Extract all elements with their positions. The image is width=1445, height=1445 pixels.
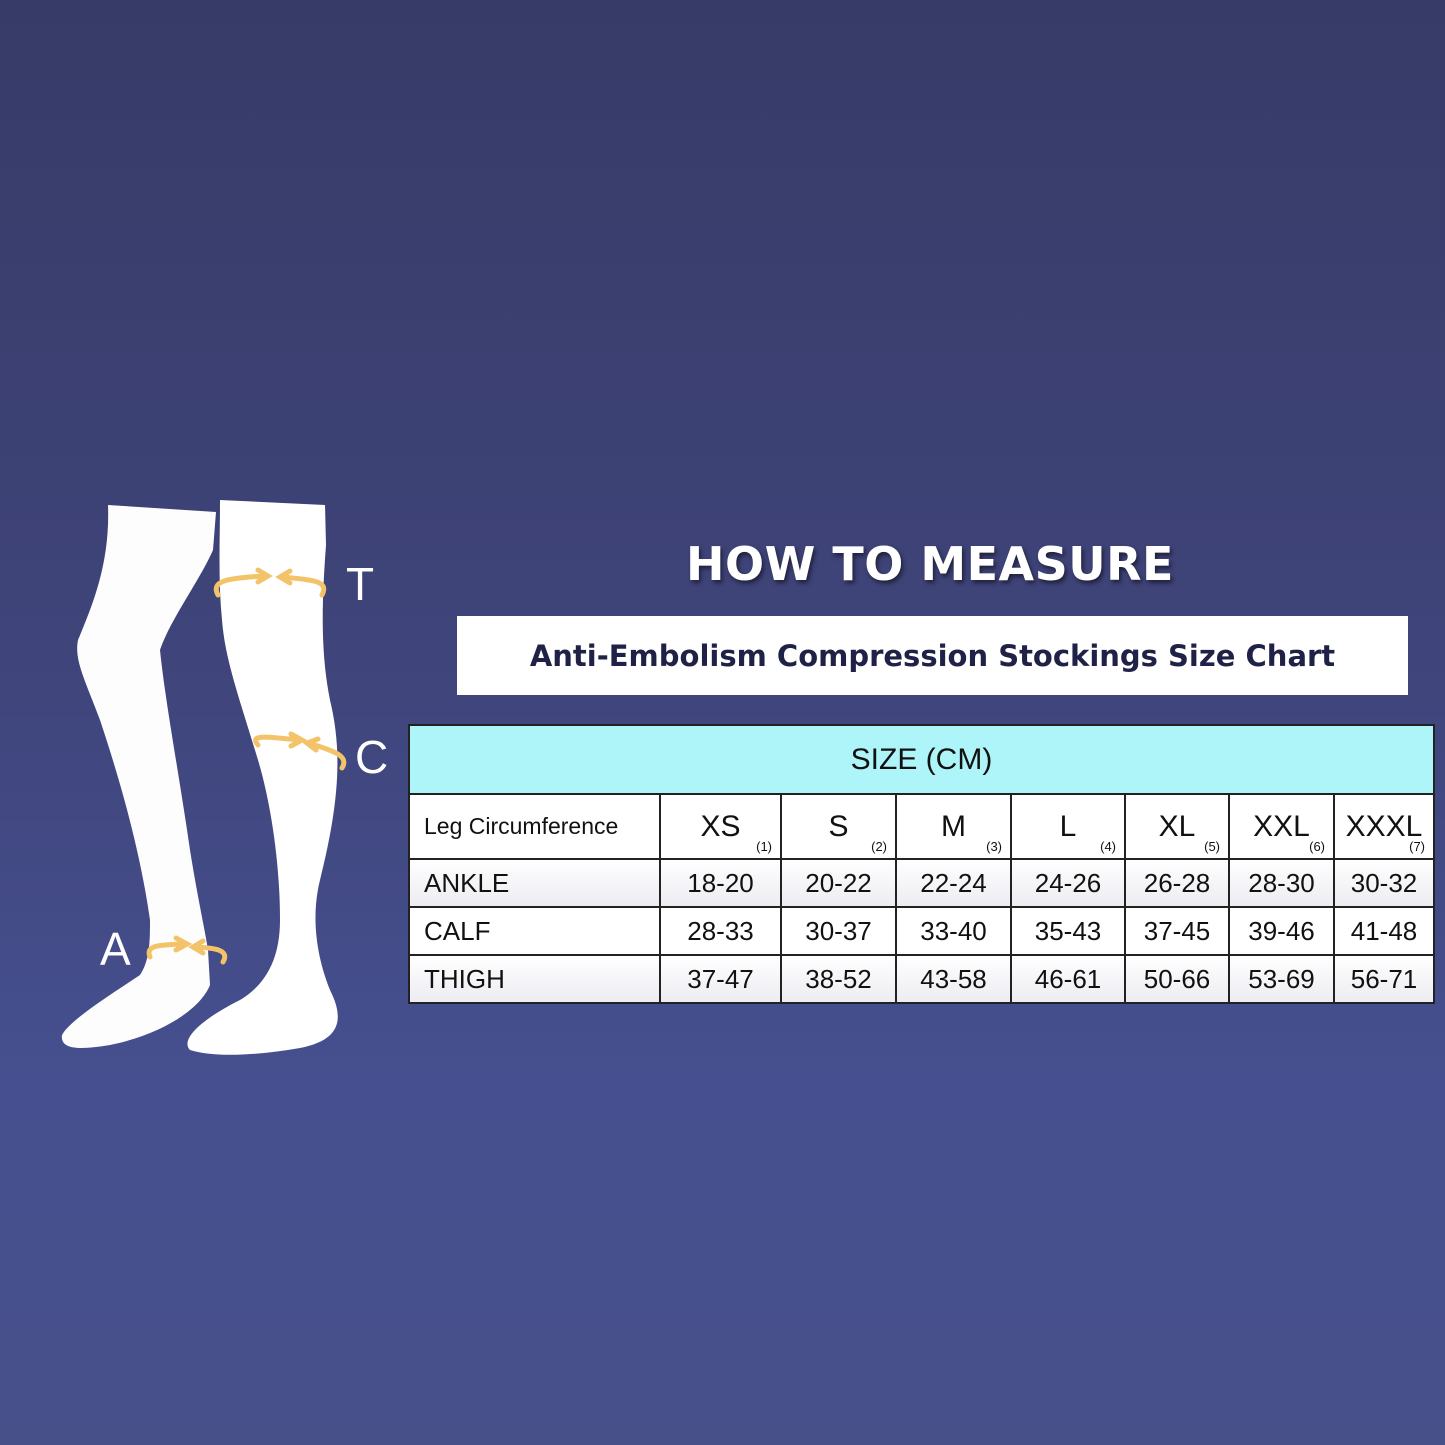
thigh-label: T bbox=[346, 558, 375, 610]
ankle-label: A bbox=[100, 923, 131, 975]
size-chart-subtitle: Anti-Embolism Compression Stockings Size… bbox=[457, 616, 1408, 695]
table-cell: 35-43 bbox=[1010, 906, 1126, 956]
size-col: XL (5) bbox=[1124, 793, 1230, 860]
table-cell: 30-37 bbox=[780, 906, 897, 956]
table-row: CALF 28-33 30-37 33-40 35-43 37-45 39-46 41-48 bbox=[408, 906, 1435, 956]
calf-label: C bbox=[355, 731, 389, 783]
table-cell: 22-24 bbox=[895, 858, 1012, 908]
size-col: XXL (6) bbox=[1228, 793, 1335, 860]
table-cell: 53-69 bbox=[1228, 954, 1335, 1004]
table-cell: 18-20 bbox=[659, 858, 782, 908]
stockings-illustration bbox=[61, 500, 347, 1055]
subtitle-text: Anti-Embolism Compression Stockings Size… bbox=[529, 638, 1336, 673]
size-col: XS (1) bbox=[659, 793, 782, 860]
size-col: XXXL (7) bbox=[1333, 793, 1435, 860]
table-row: THIGH 37-47 38-52 43-58 46-61 50-66 53-69 56-71 bbox=[408, 954, 1435, 1004]
table-cell: 28-30 bbox=[1228, 858, 1335, 908]
row-label: ANKLE bbox=[408, 858, 661, 908]
arrow-icon bbox=[146, 567, 347, 965]
size-col: S (2) bbox=[780, 793, 897, 860]
size-caption: SIZE (CM) bbox=[408, 724, 1435, 795]
table-cell: 28-33 bbox=[659, 906, 782, 956]
table-cell: 38-52 bbox=[780, 954, 897, 1004]
table-row: ANKLE 18-20 20-22 22-24 24-26 26-28 28-30 30-32 bbox=[408, 858, 1435, 908]
left-stocking bbox=[61, 505, 216, 1048]
table-cell: 37-47 bbox=[659, 954, 782, 1004]
row-label: CALF bbox=[408, 906, 661, 956]
table-cell: 24-26 bbox=[1010, 858, 1126, 908]
table-cell: 50-66 bbox=[1124, 954, 1230, 1004]
row-label: THIGH bbox=[408, 954, 661, 1004]
size-header-row: Leg Circumference XS (1) S (2) M (3) L (4) X… bbox=[408, 793, 1435, 860]
table-cell: 41-48 bbox=[1333, 906, 1435, 956]
table-cell: 56-71 bbox=[1333, 954, 1435, 1004]
size-col: L (4) bbox=[1010, 793, 1126, 860]
table-cell: 46-61 bbox=[1010, 954, 1126, 1004]
table-cell: 37-45 bbox=[1124, 906, 1230, 956]
size-chart-table: SIZE (CM) Leg Circumference XS (1) S (2) M… bbox=[408, 724, 1435, 1004]
page-title: HOW TO MEASURE bbox=[686, 537, 1174, 591]
table-cell: 33-40 bbox=[895, 906, 1012, 956]
table-cell: 43-58 bbox=[895, 954, 1012, 1004]
size-col: M (3) bbox=[895, 793, 1012, 860]
table-cell: 39-46 bbox=[1228, 906, 1335, 956]
table-cell: 26-28 bbox=[1124, 858, 1230, 908]
right-stocking bbox=[187, 500, 338, 1055]
table-cell: 20-22 bbox=[780, 858, 897, 908]
row-header: Leg Circumference bbox=[408, 793, 661, 860]
table-cell: 30-32 bbox=[1333, 858, 1435, 908]
